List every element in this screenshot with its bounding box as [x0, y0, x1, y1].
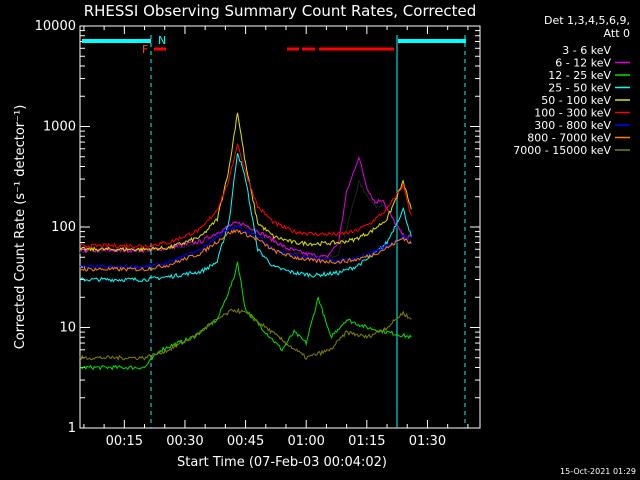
x-axis: 00:15 00:30 00:45 01:00 01:15 01:30	[83, 26, 469, 449]
x-tick-label: 01:30	[409, 434, 446, 449]
legend-header-1: Det 1,3,4,5,6,9,	[544, 14, 630, 27]
y-axis: 1 10 100 1000 10000	[35, 19, 480, 436]
series-line	[79, 307, 412, 361]
flare-flag-label: F	[142, 43, 148, 56]
legend-entry-label: 12 - 25 keV	[548, 69, 611, 82]
night-flag-label: N	[158, 34, 166, 47]
y-tick-label: 1000	[43, 120, 76, 135]
legend-entry-label: 100 - 300 keV	[534, 107, 611, 120]
y-tick-label: 1	[68, 421, 76, 436]
plot-frame	[79, 25, 481, 429]
legend-entry-label: 7000 - 15000 keV	[513, 144, 611, 157]
legend-entry-label: 300 - 800 keV	[534, 119, 611, 132]
chart-title: RHESSI Observing Summary Count Rates, Co…	[84, 2, 477, 20]
series-line	[79, 228, 412, 272]
legend-entry-label: 800 - 7000 keV	[527, 132, 611, 145]
legend-entry-label: 50 - 100 keV	[541, 94, 611, 107]
x-tick-label: 01:15	[348, 434, 385, 449]
x-tick-label: 00:45	[227, 434, 264, 449]
series-line	[79, 261, 412, 371]
y-tick-label: 100	[51, 220, 76, 235]
x-tick-label: 00:30	[166, 434, 203, 449]
series-line	[79, 142, 412, 249]
x-tick-label: 00:15	[106, 434, 143, 449]
legend-entry-label: 3 - 6 keV	[562, 44, 611, 57]
y-axis-label: Corrected Count Rate (s⁻¹ detector⁻¹)	[13, 105, 28, 350]
legend-entry-label: 6 - 12 keV	[555, 57, 611, 70]
y-tick-label: 10000	[35, 19, 76, 34]
series-line	[79, 155, 412, 259]
legend-entry-label: 25 - 50 keV	[548, 82, 611, 95]
series-line	[79, 112, 412, 253]
footer-stamp: 15-Oct-2021 01:29	[560, 467, 636, 476]
legend-header-2: Att 0	[604, 27, 630, 40]
y-tick-label: 10	[59, 321, 76, 336]
series-lines	[79, 112, 412, 371]
series-line	[79, 152, 412, 283]
observing-flags: F N	[82, 34, 466, 428]
x-axis-label: Start Time (07-Feb-03 00:04:02)	[177, 455, 387, 470]
x-tick-label: 01:00	[287, 434, 324, 449]
